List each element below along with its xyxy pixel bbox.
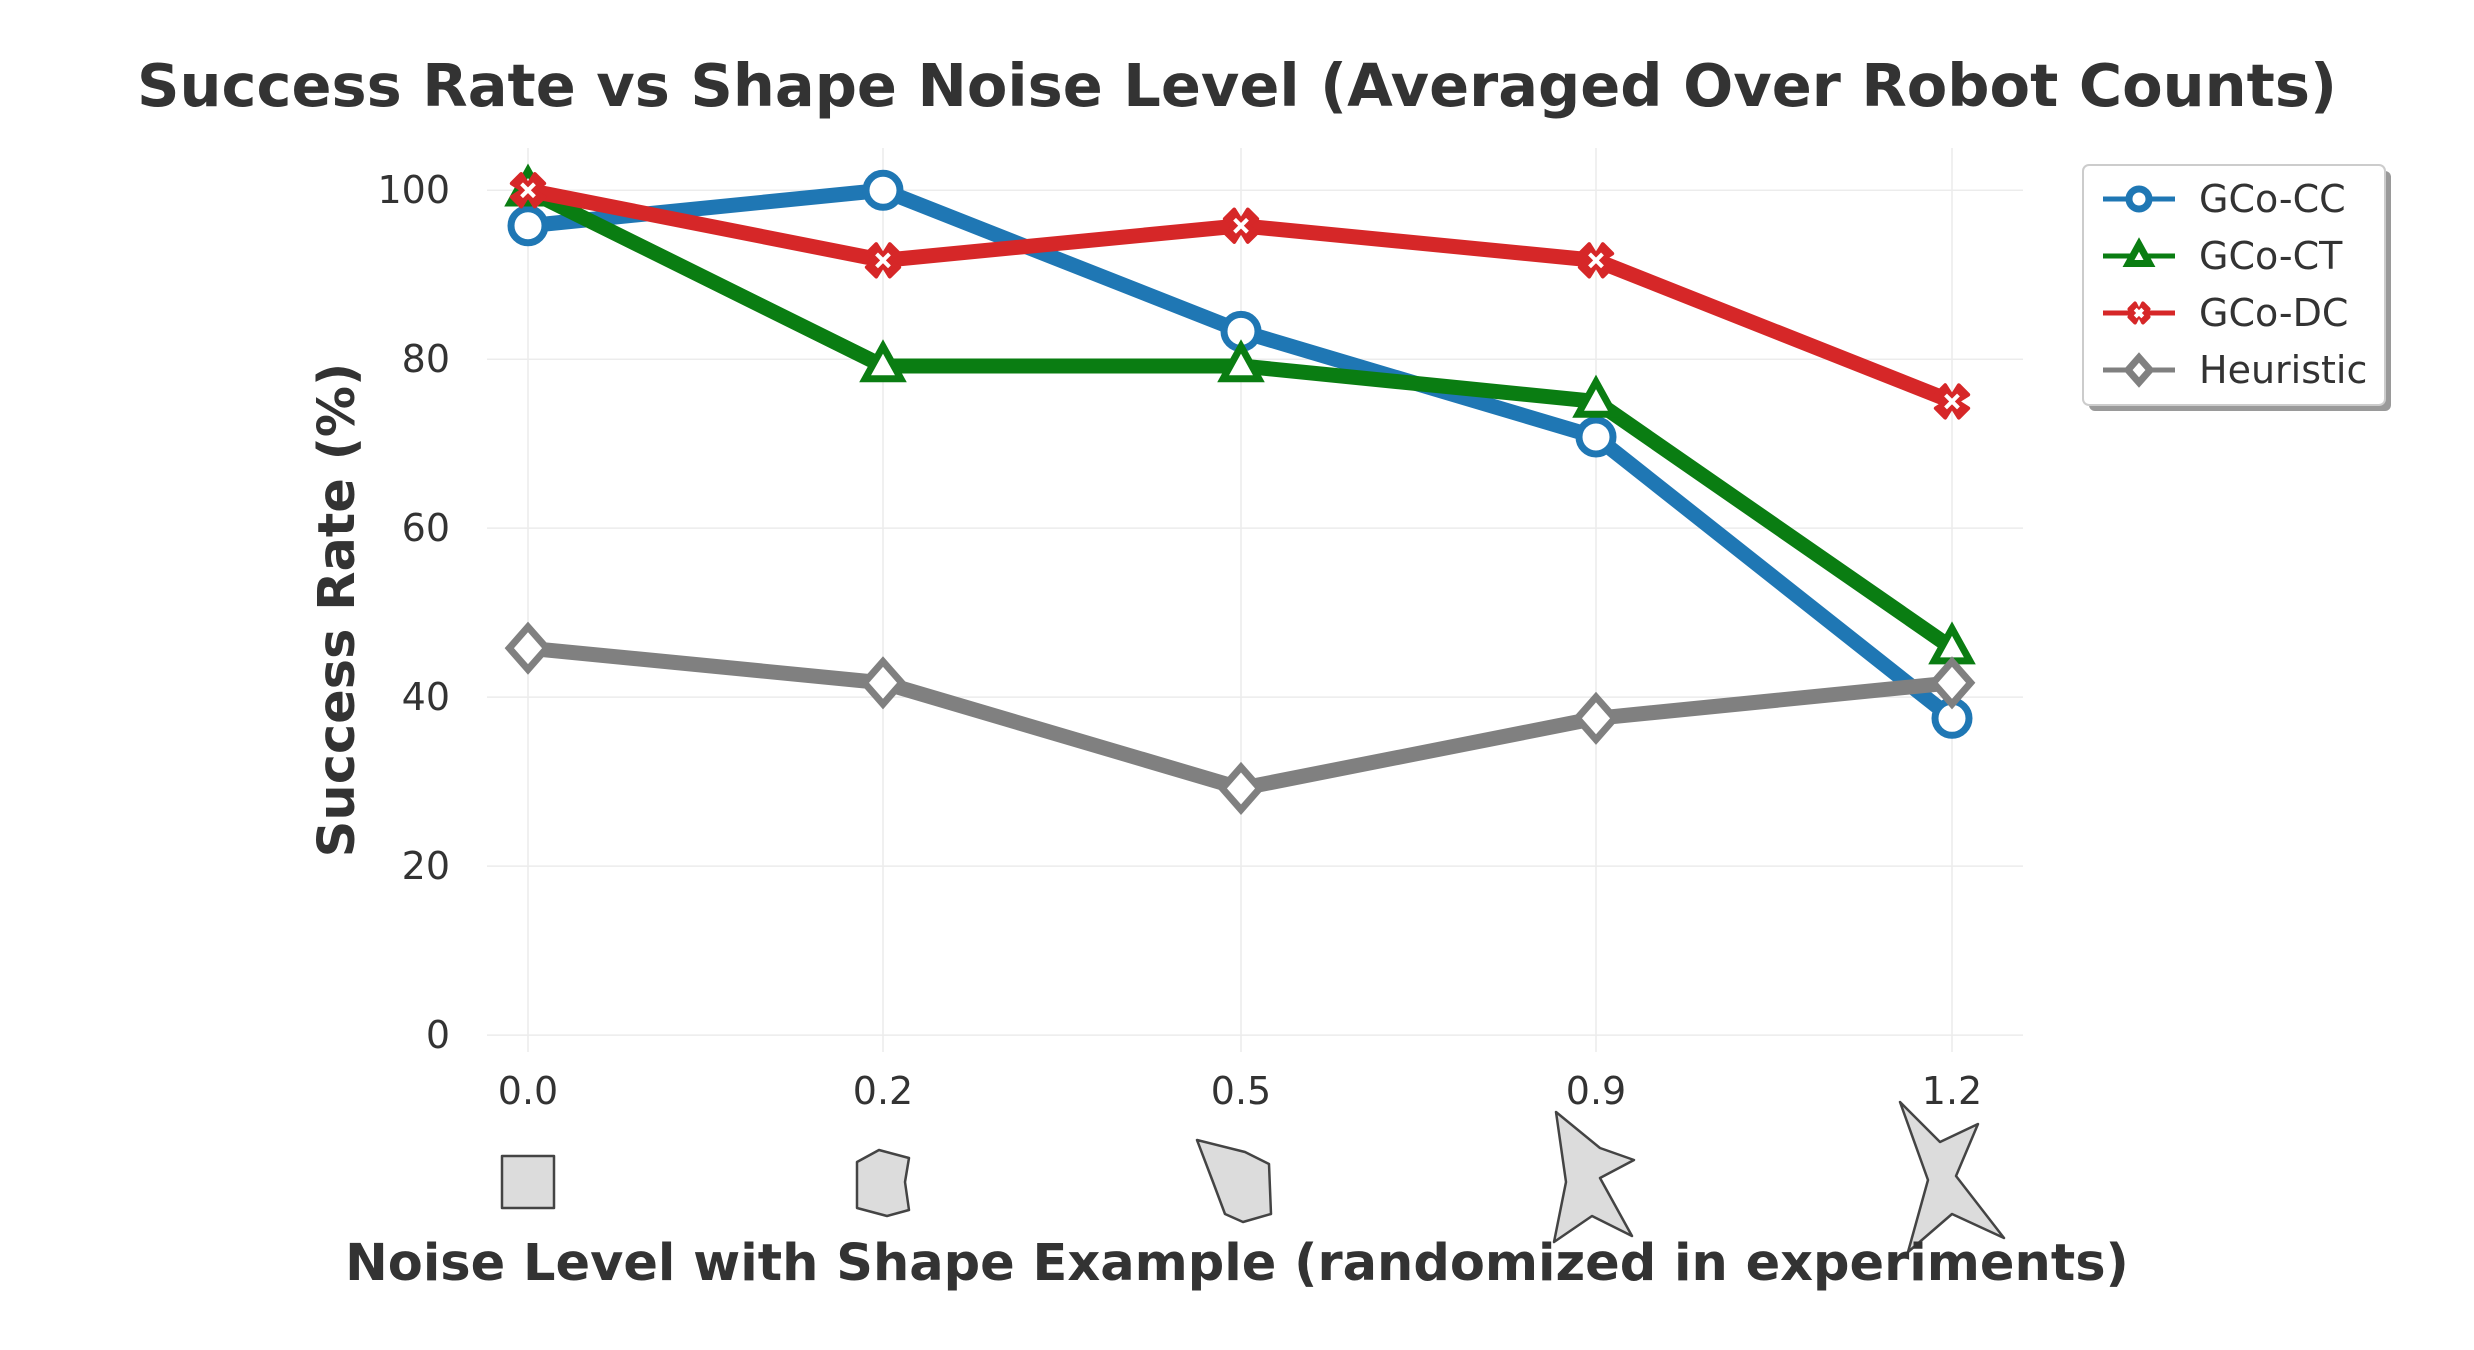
data-point-gco-ct xyxy=(1217,339,1265,383)
data-point-gco-ct xyxy=(859,339,907,383)
y-tick-label: 20 xyxy=(402,844,450,888)
data-point-gco-dc-stroke xyxy=(520,182,536,199)
x-tick-label: 0.0 xyxy=(498,1069,558,1113)
x-tick-label: 1.2 xyxy=(1922,1069,1982,1113)
y-tick-label: 0 xyxy=(426,1013,450,1057)
data-point-gco-cc xyxy=(862,169,904,211)
data-point-gco-ct xyxy=(1572,374,1620,418)
data-point-gco-dc xyxy=(1222,207,1260,244)
legend-marker-gco-dc xyxy=(2127,301,2151,325)
data-point-gco-dc-stroke xyxy=(875,252,891,269)
y-tick-label: 100 xyxy=(377,168,450,212)
legend-marker-gco-dc-stroke xyxy=(2133,307,2145,319)
data-point-heuristic xyxy=(859,656,907,710)
shape-example-star-noise xyxy=(1552,1110,1636,1244)
y-tick-label: 40 xyxy=(402,675,450,719)
shape-example-square xyxy=(500,1154,556,1210)
legend: GCo-CC GCo-CT GCo-DC Heuristic xyxy=(2082,164,2391,411)
data-point-gco-dc-stroke xyxy=(1233,217,1249,234)
series-gco-dc xyxy=(509,172,1971,420)
legend-marker-gco-ct xyxy=(2122,237,2156,267)
shape-example-high-star-noise xyxy=(1898,1100,2006,1254)
data-point-gco-cc xyxy=(1575,416,1617,458)
data-point-gco-dc-stroke xyxy=(1944,393,1960,410)
x-tick-label: 0.9 xyxy=(1566,1069,1626,1113)
data-point-gco-dc xyxy=(864,242,902,279)
data-point-heuristic xyxy=(1572,691,1620,745)
data-point-gco-dc xyxy=(509,172,547,209)
data-point-gco-dc xyxy=(1933,383,1971,420)
shape-example-moderate-noise xyxy=(1195,1138,1273,1224)
y-tick-label: 80 xyxy=(402,337,450,381)
x-tick-label: 0.5 xyxy=(1211,1069,1271,1113)
x-axis-ticks: 0.0 0.2 0.5 0.9 1.2 xyxy=(498,1069,1982,1113)
series-line-gco-ct xyxy=(520,182,1960,656)
series-gco-cc xyxy=(507,169,1973,739)
x-tick-label: 0.2 xyxy=(853,1069,913,1113)
y-axis-ticks: 0 20 40 60 80 100 xyxy=(377,168,450,1057)
legend-label-gco-dc: GCo-DC xyxy=(2199,291,2348,335)
data-point-gco-cc xyxy=(507,205,549,247)
data-point-heuristic xyxy=(1217,761,1265,815)
x-axis-label: Noise Level with Shape Example (randomiz… xyxy=(345,1234,2129,1293)
series-line-gco-cc xyxy=(520,182,1960,726)
shape-example-slight-noise xyxy=(855,1148,911,1218)
grid xyxy=(487,148,2023,1052)
series-group xyxy=(504,163,1976,815)
legend-marker-heuristic xyxy=(2123,352,2155,388)
legend-label-gco-ct: GCo-CT xyxy=(2199,234,2343,278)
data-point-heuristic xyxy=(504,621,552,675)
legend-marker-gco-cc xyxy=(2125,185,2153,213)
data-point-gco-dc-stroke xyxy=(1588,252,1604,269)
series-heuristic xyxy=(504,621,1976,815)
series-gco-ct xyxy=(504,163,1976,665)
legend-label-heuristic: Heuristic xyxy=(2199,348,2367,392)
data-point-heuristic xyxy=(1928,656,1976,710)
legend-box xyxy=(2082,164,2386,406)
y-tick-label: 60 xyxy=(402,506,450,550)
legend-label-gco-cc: GCo-CC xyxy=(2199,177,2346,221)
chart-title: Success Rate vs Shape Noise Level (Avera… xyxy=(137,51,2337,120)
shape-examples xyxy=(500,1100,2006,1254)
data-point-gco-dc xyxy=(1577,242,1615,279)
y-axis-label: Success Rate (%) xyxy=(308,363,367,858)
